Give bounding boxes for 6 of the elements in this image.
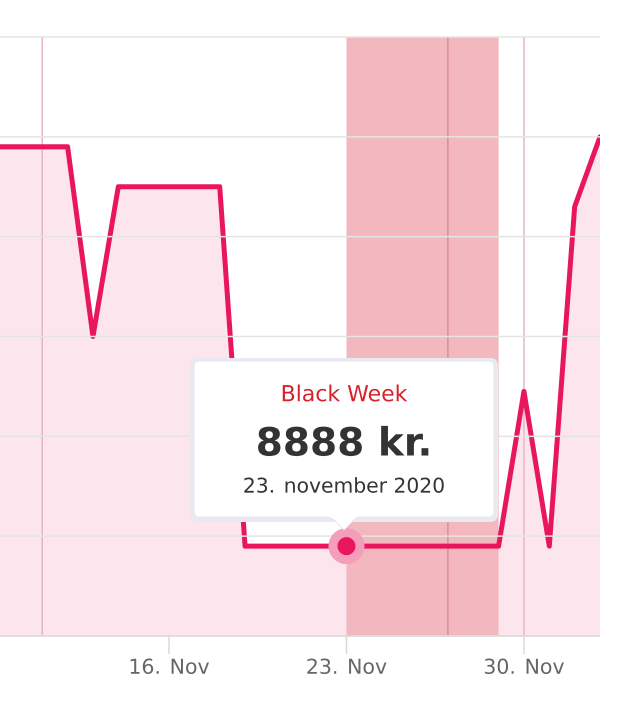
annotation: Black Week bbox=[282, 384, 408, 402]
annotation: 8888 kr. bbox=[258, 426, 428, 456]
x-tick-label: 16. Nov bbox=[130, 658, 210, 674]
x-tick-label: 23. Nov bbox=[307, 658, 386, 674]
x-tick-label: 30. Nov bbox=[484, 658, 564, 674]
annotation: 23. november 2020 bbox=[244, 477, 444, 493]
